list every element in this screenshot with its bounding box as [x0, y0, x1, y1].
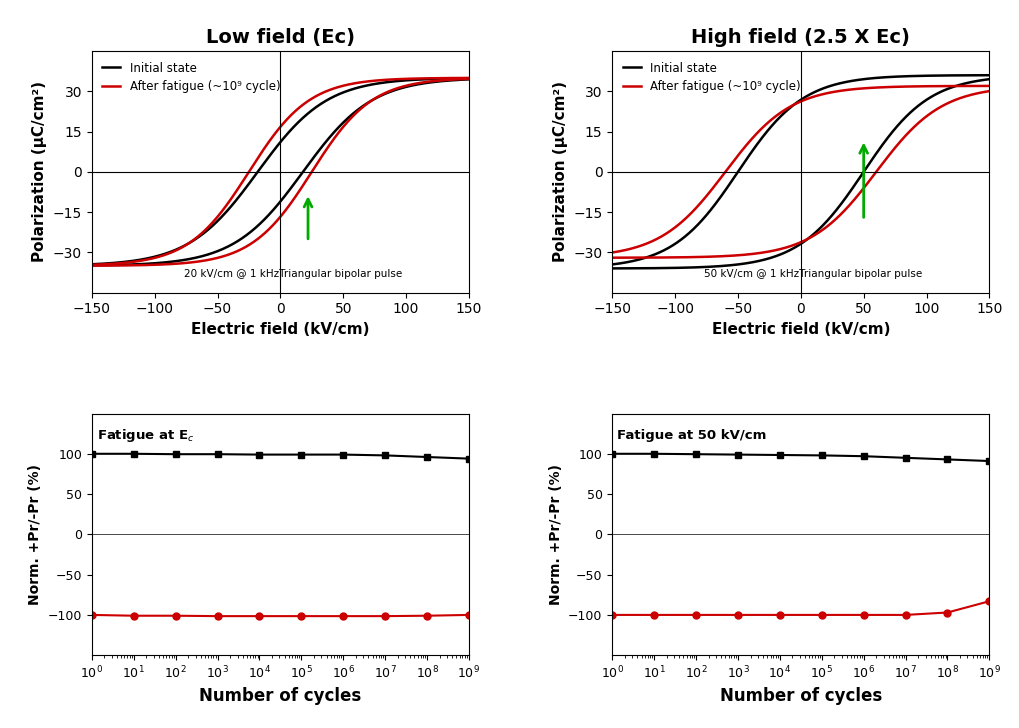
Legend: Initial state, After fatigue (~10⁹ cycle): Initial state, After fatigue (~10⁹ cycle… — [98, 57, 284, 98]
Y-axis label: Norm. +Pr/-Pr (%): Norm. +Pr/-Pr (%) — [548, 464, 562, 605]
X-axis label: Number of cycles: Number of cycles — [719, 687, 881, 705]
Title: High field (2.5 X Ec): High field (2.5 X Ec) — [691, 28, 909, 47]
Text: 20 kV/cm @ 1 kHzTriangular bipolar pulse: 20 kV/cm @ 1 kHzTriangular bipolar pulse — [183, 269, 401, 280]
Text: Fatigue at E$_c$: Fatigue at E$_c$ — [97, 427, 194, 444]
Title: Low field (Ec): Low field (Ec) — [206, 28, 355, 47]
Y-axis label: Polarization (μC/cm²): Polarization (μC/cm²) — [33, 82, 47, 262]
X-axis label: Electric field (kV/cm): Electric field (kV/cm) — [191, 322, 369, 337]
Text: Fatigue at 50 kV/cm: Fatigue at 50 kV/cm — [616, 430, 765, 443]
X-axis label: Number of cycles: Number of cycles — [199, 687, 361, 705]
Y-axis label: Polarization (μC/cm²): Polarization (μC/cm²) — [552, 82, 568, 262]
Text: 50 kV/cm @ 1 kHzTriangular bipolar pulse: 50 kV/cm @ 1 kHzTriangular bipolar pulse — [703, 269, 921, 280]
Y-axis label: Norm. +Pr/-Pr (%): Norm. +Pr/-Pr (%) — [29, 464, 42, 605]
Legend: Initial state, After fatigue (~10⁹ cycle): Initial state, After fatigue (~10⁹ cycle… — [618, 57, 805, 98]
X-axis label: Electric field (kV/cm): Electric field (kV/cm) — [711, 322, 890, 337]
